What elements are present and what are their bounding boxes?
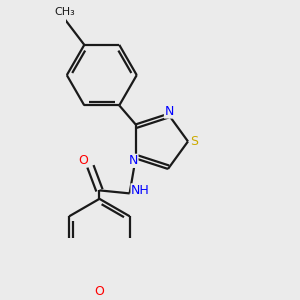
Text: O: O: [94, 285, 104, 298]
Text: N: N: [128, 154, 138, 167]
Text: N: N: [164, 105, 174, 118]
Text: CH₃: CH₃: [55, 7, 75, 17]
Text: O: O: [78, 154, 88, 167]
Text: NH: NH: [131, 184, 150, 197]
Text: S: S: [190, 135, 198, 148]
